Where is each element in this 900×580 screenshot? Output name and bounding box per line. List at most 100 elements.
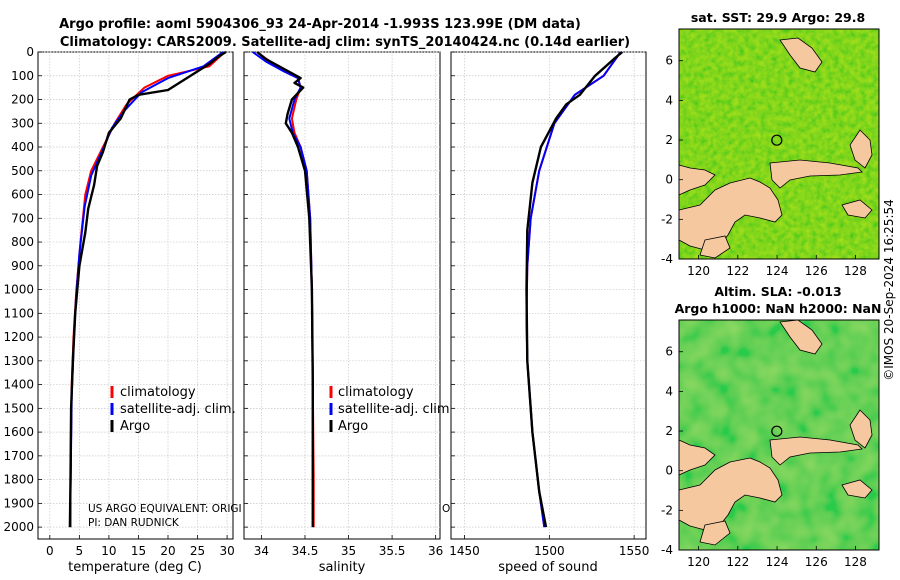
- map-ytick-label: 2: [665, 133, 673, 147]
- sst-map: sat. SST: 29.9 Argo: 29.8 120 122 124 126 12…: [661, 10, 880, 278]
- ytick-label: 1200: [3, 330, 34, 344]
- salinity-legend: climatology satellite-adj. clim. Argo: [329, 385, 454, 434]
- map-xtick-label: 124: [766, 264, 789, 278]
- legend-label-satellite: satellite-adj. clim.: [120, 402, 236, 417]
- ytick-label: 1100: [3, 306, 34, 320]
- ytick-label: 900: [11, 259, 34, 273]
- sound-speed-ticks: 1450 1500 1550: [449, 51, 650, 558]
- salinity-panel: 34 34.5 35 35.5 36 salinity climatology sate…: [243, 51, 454, 575]
- ytick-label: 400: [11, 140, 34, 154]
- temperature-lines: [68, 50, 227, 528]
- ytick-label: 600: [11, 188, 34, 202]
- ytick-label: 500: [11, 164, 34, 178]
- map-xtick-label: 128: [844, 555, 867, 569]
- map-xtick-label: 120: [687, 264, 710, 278]
- xtick-label: 34.5: [292, 544, 319, 558]
- temperature-legend: climatology satellite-adj. clim. Argo: [110, 385, 236, 434]
- xtick-label: 1550: [619, 544, 650, 558]
- xtick-label: 25: [190, 544, 205, 558]
- xtick-label: 20: [160, 544, 175, 558]
- land-mass: [678, 37, 873, 259]
- map-ytick-label: 4: [665, 384, 673, 398]
- temperature-xlabel: temperature (deg C): [68, 560, 202, 575]
- map-ytick-label: 2: [665, 424, 673, 438]
- ytick-label: 1600: [3, 425, 34, 439]
- argo-position-marker: [771, 425, 783, 437]
- sound-speed-axes-frame: [450, 51, 647, 540]
- temperature-axes-frame: [37, 51, 234, 540]
- xtick-label: 35.5: [379, 544, 406, 558]
- map-ytick-label: 4: [665, 93, 673, 107]
- ytick-label: 1000: [3, 283, 34, 297]
- temperature-ticks: 0100200300400500600700800900100011001200…: [3, 45, 234, 558]
- xtick-label: 10: [101, 544, 116, 558]
- map-ytick-label: 6: [665, 54, 673, 68]
- salinity-xlabel: salinity: [319, 560, 366, 575]
- ytick-label: 800: [11, 235, 34, 249]
- pi-text: PI: DAN RUDNICK: [88, 517, 180, 529]
- temperature-grid: [38, 51, 233, 539]
- sla-map-frame: [678, 319, 880, 551]
- series-line-argo: [525, 51, 624, 528]
- sound-speed-grid: [451, 51, 646, 539]
- land-mass: [678, 319, 873, 546]
- title-line-2: Climatology: CARS2009. Satellite-adj cli…: [60, 35, 630, 50]
- series-line-argo: [256, 51, 314, 528]
- ytick-label: 200: [11, 93, 34, 107]
- ytick-label: 1700: [3, 449, 34, 463]
- salinity-ticks: 34 34.5 35 35.5 36: [244, 51, 443, 558]
- sst-map-frame: [678, 28, 880, 260]
- salinity-axes-frame: [243, 51, 441, 540]
- map-ytick-label: -4: [661, 252, 673, 266]
- credit-text: US ARGO EQUIVALENT: ORIGI: [88, 503, 242, 515]
- legend-label-satellite: satellite-adj. clim.: [338, 402, 454, 417]
- xtick-label: 0: [46, 544, 54, 558]
- legend-label-climatology: climatology: [338, 385, 414, 400]
- map-xtick-label: 122: [726, 555, 749, 569]
- ytick-label: 300: [11, 116, 34, 130]
- legend-label-argo: Argo: [338, 419, 368, 434]
- ytick-label: 1400: [3, 378, 34, 392]
- ytick-label: 2000: [3, 520, 34, 534]
- sla-map-subtitle: Argo h1000: NaN h2000: NaN: [675, 301, 882, 316]
- ytick-label: 1300: [3, 354, 34, 368]
- map-ytick-label: 0: [665, 464, 673, 478]
- sound-speed-panel: 1450 1500 1550 speed of sound O: [442, 51, 650, 575]
- legend-label-argo: Argo: [120, 419, 150, 434]
- temperature-panel: 0100200300400500600700800900100011001200…: [3, 45, 241, 575]
- salinity-grid: [244, 51, 440, 539]
- salinity-lines: [252, 51, 315, 528]
- map-xtick-label: 126: [805, 555, 828, 569]
- map-xtick-label: 126: [805, 264, 828, 278]
- map-ytick-label: -4: [661, 543, 673, 557]
- sst-map-title: sat. SST: 29.9 Argo: 29.8: [691, 10, 865, 25]
- argo-position-marker: [771, 134, 783, 146]
- xtick-label: 5: [76, 544, 84, 558]
- xtick-label: 15: [131, 544, 146, 558]
- map-xtick-label: 128: [844, 264, 867, 278]
- map-xtick-label: 122: [726, 264, 749, 278]
- legend-label-climatology: climatology: [120, 385, 196, 400]
- map-ytick-label: -2: [661, 212, 673, 226]
- xtick-label: 1450: [449, 544, 480, 558]
- imos-watermark: ©IMOS 20-Sep-2024 16:25:54: [882, 199, 896, 381]
- credit-tail-text: O: [442, 503, 450, 515]
- sla-map-ticks: 120 122 124 126 128 -4 -2 0 2 4 6: [661, 345, 867, 569]
- sound-speed-lines: [525, 51, 624, 528]
- map-xtick-label: 120: [687, 555, 710, 569]
- sound-speed-xlabel: speed of sound: [498, 560, 598, 575]
- ytick-label: 100: [11, 69, 34, 83]
- map-xtick-label: 124: [766, 555, 789, 569]
- map-ytick-label: -2: [661, 503, 673, 517]
- sla-map: Altim. SLA: -0.013 Argo h1000: NaN h2000…: [661, 284, 881, 569]
- sla-map-title: Altim. SLA: -0.013: [714, 284, 841, 299]
- xtick-label: 35: [341, 544, 356, 558]
- map-ytick-label: 0: [665, 173, 673, 187]
- ytick-label: 0: [26, 45, 34, 59]
- map-ytick-label: 6: [665, 345, 673, 359]
- xtick-label: 30: [219, 544, 234, 558]
- series-line-argo: [68, 50, 227, 528]
- xtick-label: 36: [428, 544, 443, 558]
- sst-map-ticks: 120 122 124 126 128 -4 -2 0 2 4 6: [661, 54, 867, 278]
